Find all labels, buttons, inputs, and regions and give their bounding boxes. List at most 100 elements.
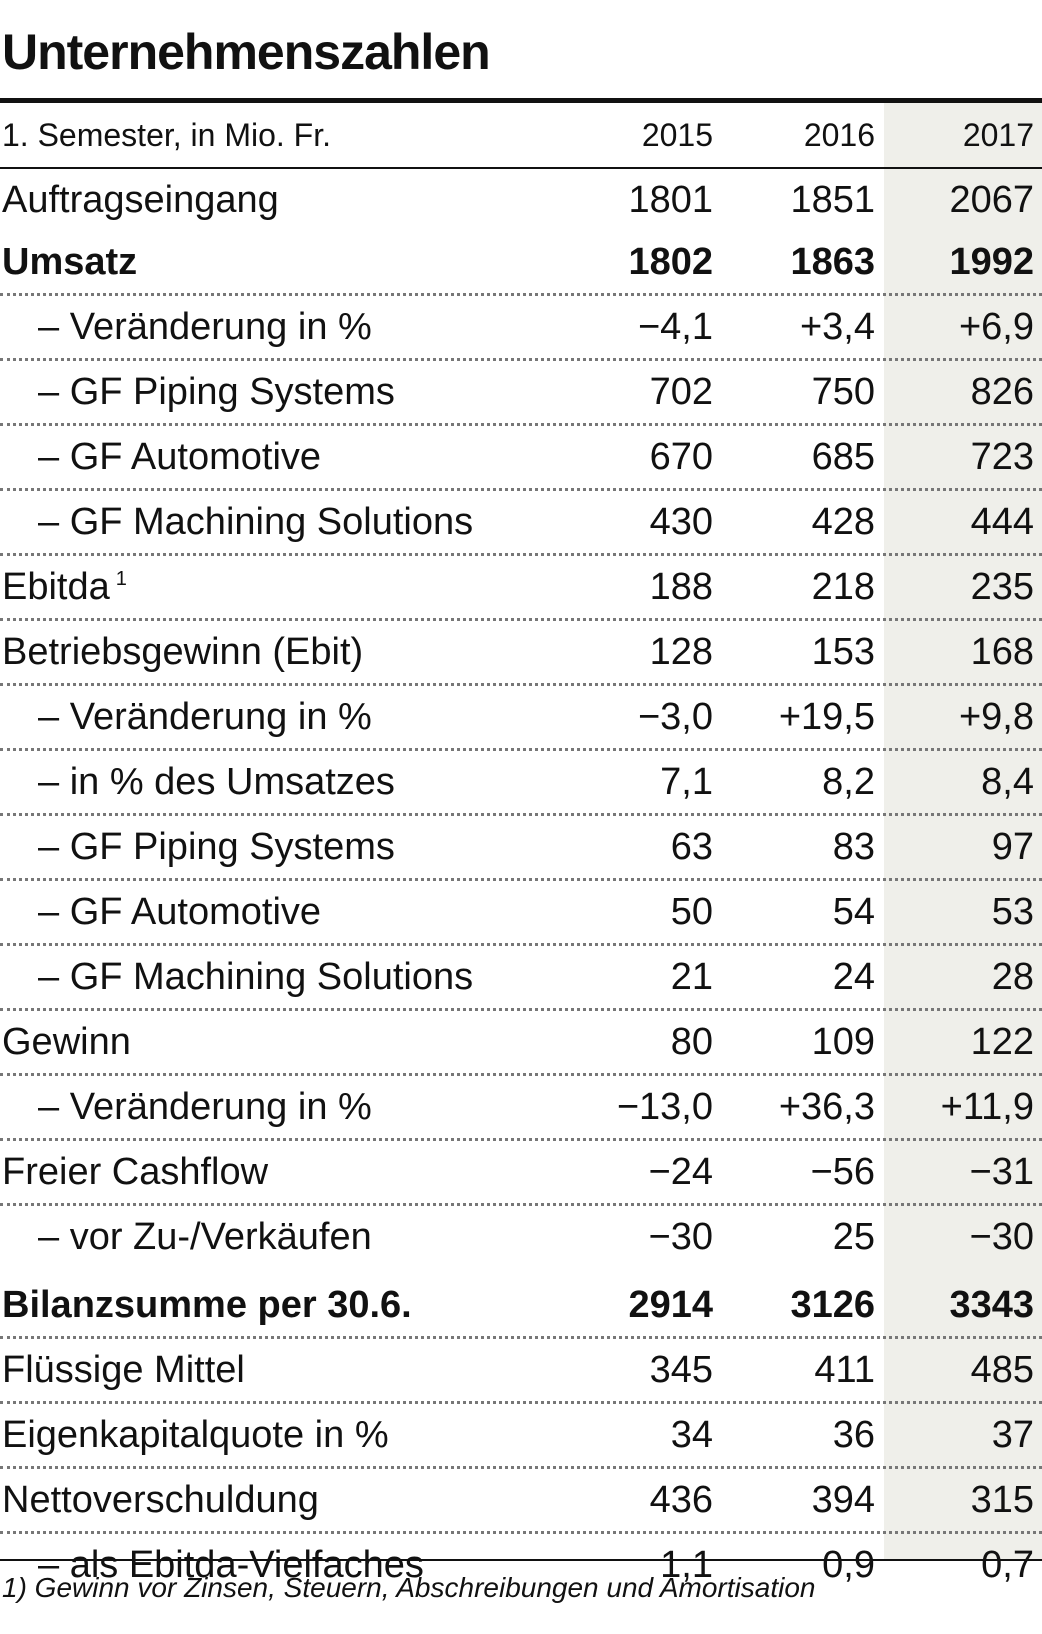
value-2016: 0,9	[822, 1544, 875, 1586]
value-2017: 3343	[949, 1284, 1034, 1326]
value-2017: 37	[991, 1414, 1034, 1456]
row-label: – als Ebitda-Vielfaches	[38, 1544, 424, 1586]
value-2015: −30	[648, 1216, 713, 1258]
row-label: Nettoverschuldung	[2, 1479, 319, 1521]
table-header: 1. Semester, in Mio. Fr. 2015 2016 2017	[0, 103, 1042, 169]
table-row: Nettoverschuldung 436 394 315	[0, 1469, 1042, 1534]
row-label: Bilanzsumme per 30.6.	[2, 1284, 412, 1326]
value-2016: 36	[832, 1414, 875, 1456]
value-2017: −31	[969, 1151, 1034, 1193]
page-title: Unternehmenszahlen	[2, 24, 491, 80]
value-2017: 53	[991, 891, 1034, 933]
row-label: Betriebsgewinn (Ebit)	[2, 631, 364, 673]
value-2016: 153	[811, 631, 875, 673]
value-2017: 97	[991, 826, 1034, 868]
value-2017: 0,7	[981, 1544, 1034, 1586]
table-row: Gewinn 80 109 122	[0, 1011, 1042, 1076]
value-2016: 1863	[790, 241, 875, 283]
value-2016: 218	[811, 566, 875, 608]
table-row: Ebitda 1 188 218 235	[0, 556, 1042, 621]
value-2015: 1,1	[660, 1544, 713, 1586]
value-2015: 80	[670, 1021, 713, 1063]
value-2015: 702	[649, 371, 713, 413]
value-2015: −13,0	[616, 1086, 713, 1128]
value-2017: 315	[970, 1479, 1034, 1521]
table-row: – als Ebitda-Vielfaches 1,1 0,9 0,7	[0, 1534, 1042, 1596]
value-2016: 24	[832, 956, 875, 998]
row-label: Auftragseingang	[2, 179, 279, 221]
table-row: Auftragseingang 1801 1851 2067	[0, 169, 1042, 231]
value-2017: 8,4	[981, 761, 1034, 803]
value-2017: 2067	[949, 179, 1034, 221]
value-2016: −56	[810, 1151, 875, 1193]
row-label-ebitda: Ebitda 1	[2, 556, 127, 618]
row-label: – Veränderung in %	[38, 1086, 372, 1128]
title-rule	[0, 98, 1042, 103]
value-2015: 670	[649, 436, 713, 478]
value-2015: 63	[670, 826, 713, 868]
value-2017: 122	[970, 1021, 1034, 1063]
row-label: – vor Zu-/Verkäufen	[38, 1216, 372, 1258]
value-2017: +6,9	[958, 306, 1034, 348]
row-label: Gewinn	[2, 1021, 131, 1063]
row-label: Eigenkapitalquote in %	[2, 1414, 389, 1456]
table-row: – GF Piping Systems 63 83 97	[0, 816, 1042, 881]
value-2017: 1992	[949, 241, 1034, 283]
table-row: Umsatz 1802 1863 1992	[0, 231, 1042, 296]
value-2016: 83	[832, 826, 875, 868]
value-2016: 3126	[790, 1284, 875, 1326]
value-2017: 485	[970, 1349, 1034, 1391]
value-2015: 2914	[628, 1284, 713, 1326]
table-row: – Veränderung in % −13,0 +36,3 +11,9	[0, 1076, 1042, 1141]
footnote-marker: 1	[115, 568, 127, 591]
value-2015: −24	[648, 1151, 713, 1193]
footnote: 1) Gewinn vor Zinsen, Steuern, Abschreib…	[2, 1572, 816, 1603]
value-2017: 723	[970, 436, 1034, 478]
row-label: – GF Machining Solutions	[38, 956, 474, 998]
row-label: – GF Automotive	[38, 891, 322, 933]
value-2015: 345	[649, 1349, 713, 1391]
value-2016: 109	[811, 1021, 875, 1063]
table-row: – GF Machining Solutions 21 24 28	[0, 946, 1042, 1011]
row-label: – in % des Umsatzes	[38, 761, 395, 803]
value-2016: 394	[811, 1479, 875, 1521]
footnote-rule	[0, 1559, 1042, 1561]
value-2017: 28	[991, 956, 1034, 998]
table-row: – GF Automotive 50 54 53	[0, 881, 1042, 946]
value-2015: 1802	[628, 241, 713, 283]
header-year-2015: 2015	[641, 117, 713, 153]
value-2016: 685	[811, 436, 875, 478]
header-label: 1. Semester, in Mio. Fr.	[2, 117, 331, 153]
row-label: – GF Piping Systems	[38, 371, 395, 413]
value-2016: 411	[814, 1349, 875, 1391]
header-year-2017: 2017	[962, 117, 1034, 153]
table-row: – vor Zu-/Verkäufen −30 25 −30	[0, 1206, 1042, 1268]
value-2016: 1851	[790, 179, 875, 221]
value-2017: 826	[970, 371, 1034, 413]
table-row: – in % des Umsatzes 7,1 8,2 8,4	[0, 751, 1042, 816]
row-label: – Veränderung in %	[38, 306, 372, 348]
value-2016: +19,5	[778, 696, 875, 738]
table-row: Eigenkapitalquote in % 34 36 37	[0, 1404, 1042, 1469]
value-2017: −30	[969, 1216, 1034, 1258]
table-row: Freier Cashflow −24 −56 −31	[0, 1141, 1042, 1206]
row-label: – Veränderung in %	[38, 696, 372, 738]
row-label: Ebitda	[2, 566, 110, 608]
row-label: Umsatz	[2, 241, 138, 283]
value-2015: 430	[649, 501, 713, 543]
value-2016: 428	[811, 501, 875, 543]
value-2015: 128	[649, 631, 713, 673]
value-2015: 436	[649, 1479, 713, 1521]
value-2016: +3,4	[799, 306, 875, 348]
value-2016: 54	[832, 891, 875, 933]
table-row: Betriebsgewinn (Ebit) 128 153 168	[0, 621, 1042, 686]
value-2015: 7,1	[660, 761, 713, 803]
header-year-2016: 2016	[803, 117, 875, 153]
row-label: – GF Piping Systems	[38, 826, 395, 868]
row-label: Freier Cashflow	[2, 1151, 269, 1193]
value-2016: 750	[811, 371, 875, 413]
row-label: – GF Automotive	[38, 436, 322, 478]
value-2017: 235	[970, 566, 1034, 608]
table-row: Bilanzsumme per 30.6. 2914 3126 3343	[0, 1274, 1042, 1339]
value-2015: 50	[670, 891, 713, 933]
